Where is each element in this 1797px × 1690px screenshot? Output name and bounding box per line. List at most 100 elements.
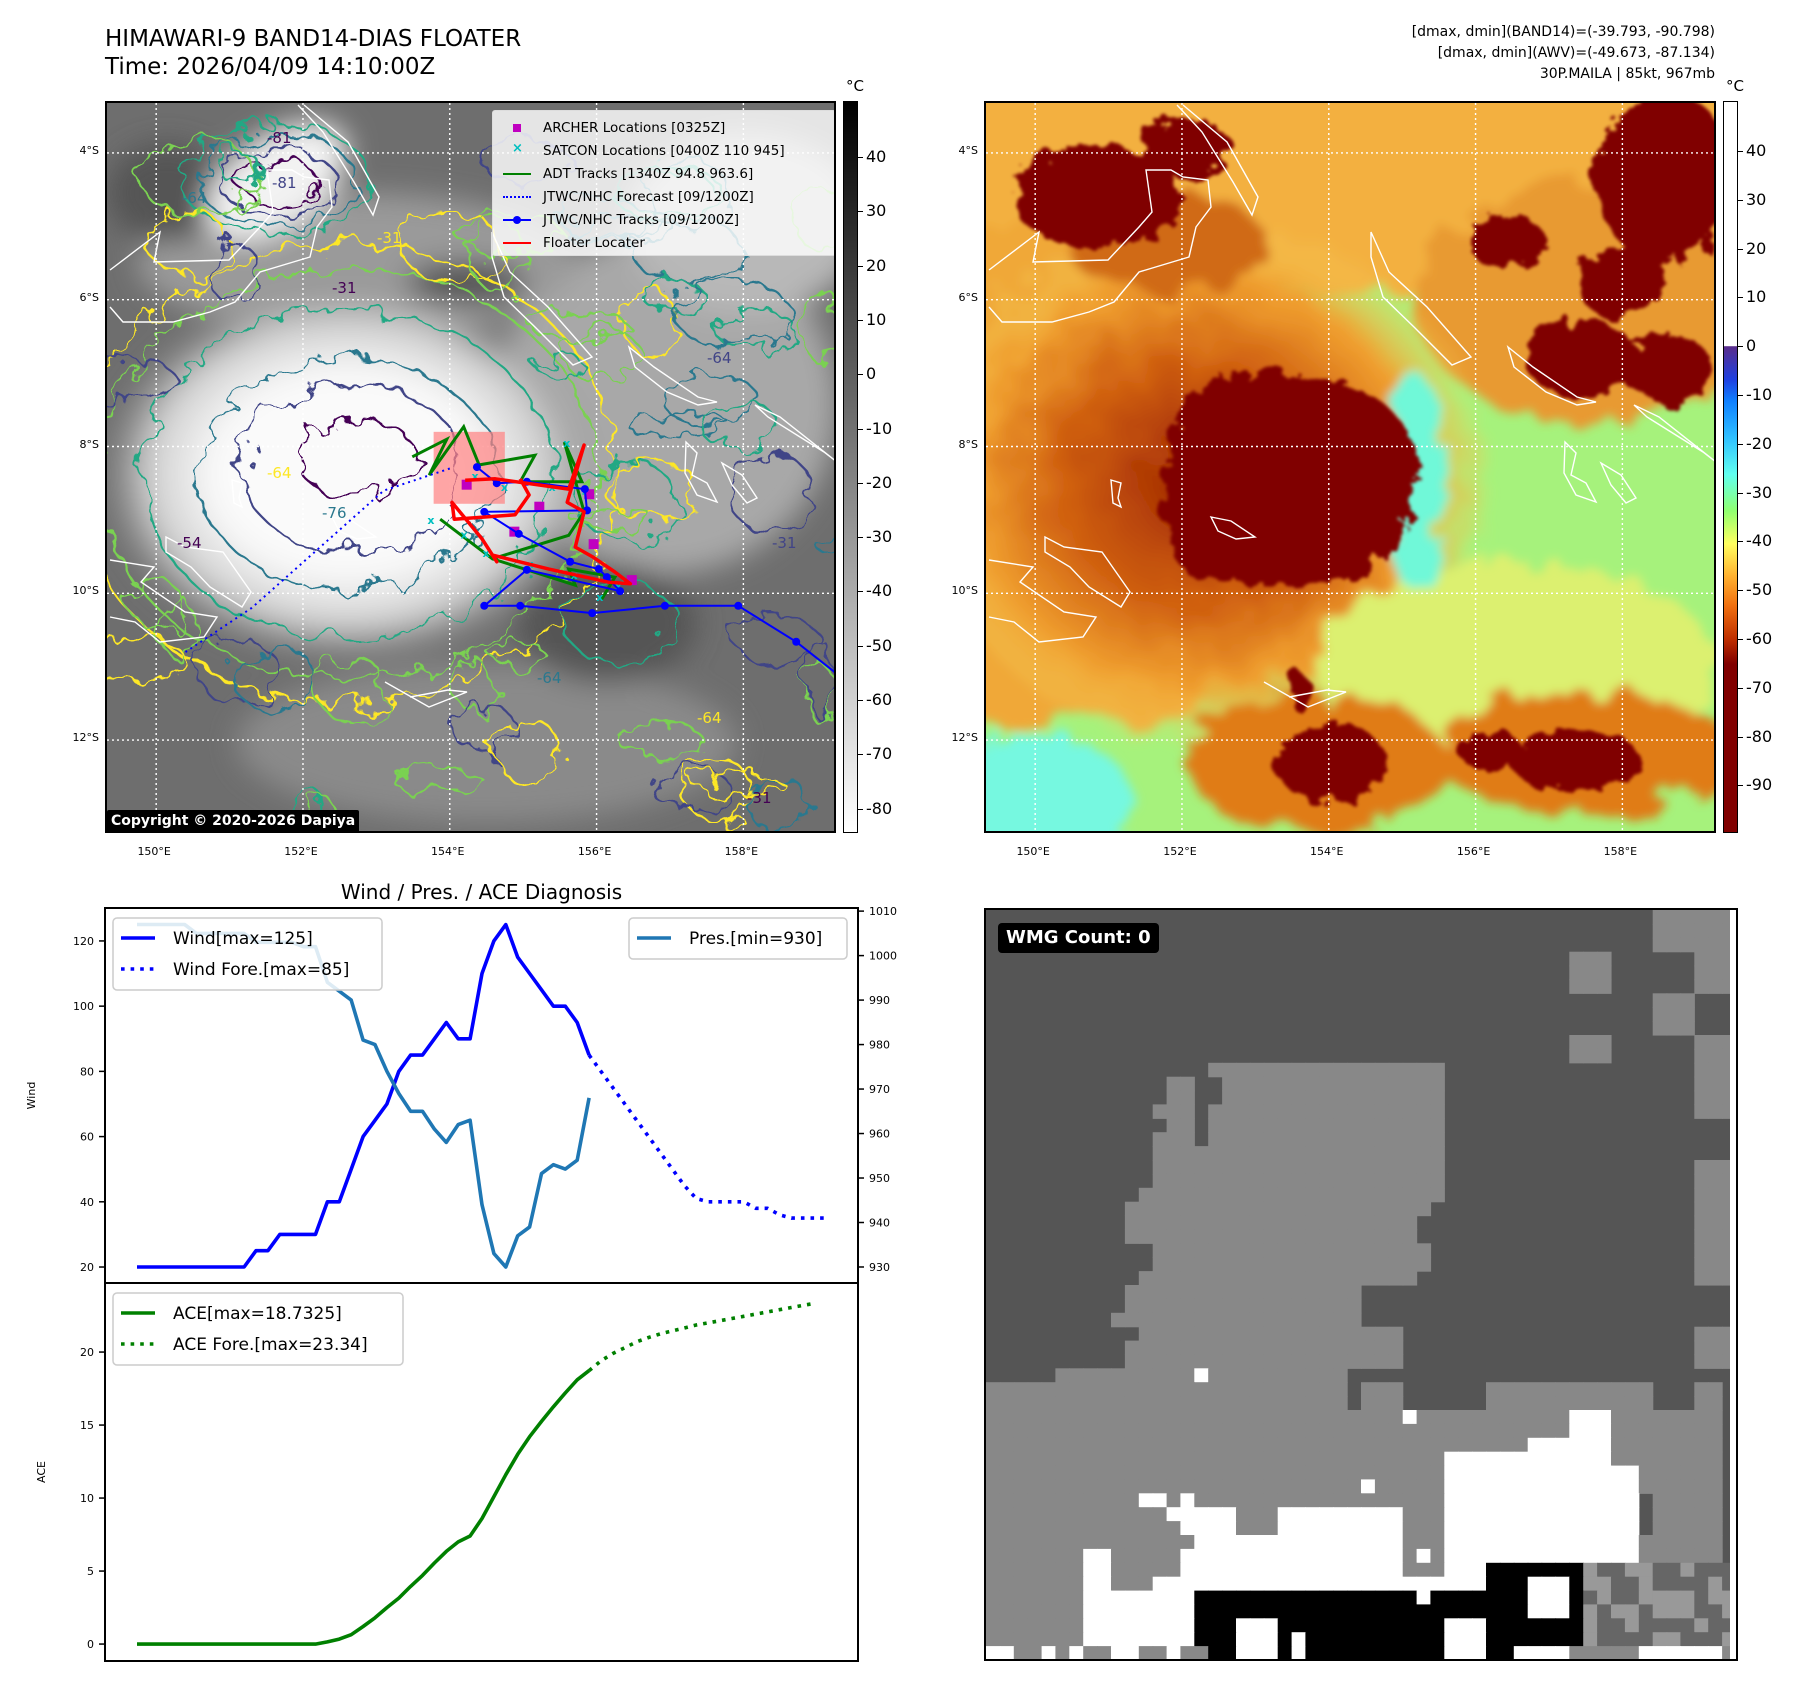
wmg-cell: [1305, 1257, 1320, 1272]
wmg-cell: [1222, 1340, 1237, 1356]
wmg-cell: [1499, 1396, 1515, 1411]
wmg-cell: [1486, 1576, 1501, 1592]
wmg-cell: [1291, 1285, 1307, 1300]
wmg-cell: [1236, 1257, 1251, 1272]
wmg-cell: [1138, 1285, 1154, 1300]
wmg-cell: [1374, 1423, 1390, 1439]
wmg-cell: [1194, 1187, 1209, 1203]
legend-label: Pres.[min=930]: [689, 929, 822, 949]
wmg-cell: [1208, 1062, 1223, 1078]
wmg-cell: [1597, 1576, 1612, 1592]
wmg-cell: [1388, 1410, 1404, 1425]
wmg-cell: [1361, 1493, 1376, 1508]
wmg-cell: [1374, 1604, 1390, 1619]
wmg-cell: [1305, 1062, 1320, 1078]
wmg-cell: [999, 1423, 1015, 1439]
wmg-cell: [1347, 1423, 1362, 1439]
wmg-cell: [1388, 1590, 1404, 1606]
wmg-cell: [1374, 1535, 1390, 1550]
wmg-cell: [1124, 1493, 1140, 1508]
wmg-cell: [1319, 1451, 1334, 1467]
wmg-cell: [1472, 1632, 1487, 1647]
wmg-cell: [1347, 1090, 1362, 1106]
wmg-cell: [1583, 1382, 1598, 1397]
wmg-cell: [1097, 1521, 1112, 1536]
wmg-cell: [1374, 1479, 1390, 1494]
wmg-cell: [1222, 1507, 1237, 1522]
wmg-cell: [1111, 1465, 1126, 1481]
wmg-cell: [1208, 1173, 1223, 1189]
wmg-cell: [1027, 1646, 1043, 1659]
wmg-cell: [1041, 1410, 1057, 1425]
wmg-cell: [1208, 1298, 1223, 1314]
wmg-cell: [986, 1576, 1001, 1592]
wmg-cell: [1222, 1354, 1237, 1369]
wmg-cell: [1374, 1271, 1390, 1286]
wmg-cell: [999, 1521, 1015, 1536]
wmg-cell: [1597, 1382, 1612, 1397]
wmg-cell: [1027, 1618, 1043, 1633]
wmg-cell: [1013, 1451, 1029, 1467]
wmg-cell: [1583, 1632, 1598, 1647]
wmg-cell: [1624, 1479, 1640, 1494]
jtwc-track-point: [602, 573, 611, 582]
wmg-cell: [1263, 1437, 1279, 1453]
wmg-cell: [1694, 951, 1709, 967]
wmg-cell: [1083, 1562, 1098, 1578]
y-tick-label: 100: [73, 1000, 94, 1013]
wmg-cell: [1291, 1437, 1307, 1453]
wmg-cell: [1208, 1104, 1223, 1119]
contour: [530, 311, 629, 342]
gridlines: [986, 103, 1714, 831]
wmg-cell: [1513, 1507, 1529, 1522]
wmg-cell: [1694, 937, 1709, 953]
wmg-cell: [1513, 1535, 1529, 1550]
wmg-cell: [1333, 1104, 1348, 1119]
wmg-cell: [1388, 1243, 1404, 1258]
wmg-cell: [1527, 1548, 1543, 1564]
wmg-cell: [1597, 965, 1612, 981]
wmg-cell: [1333, 1118, 1348, 1133]
wmg-cell: [1361, 1215, 1376, 1231]
ir-grayscale-map[interactable]: -81 -81 -64 -31 -31 -64 -76 -64 -54 -31 -64 -64 -31 …: [105, 101, 836, 833]
wmg-cell: [1249, 1271, 1265, 1286]
diagnosis-charts: Wind / Pres. / ACE Diagnosis204060801001…: [25, 880, 897, 1662]
wmg-cell: [1222, 1118, 1237, 1133]
wmg-cell: [1222, 1382, 1237, 1397]
wmg-cell: [1430, 1451, 1445, 1467]
colorbar-tick-label: -70: [866, 744, 893, 764]
wmg-cell: [1222, 1298, 1237, 1314]
wmg-cell: [1277, 1368, 1293, 1383]
wmg-cell: [1236, 1146, 1251, 1161]
wmg-cell: [1680, 1423, 1695, 1439]
wmg-cell: [1444, 1535, 1459, 1550]
wmg-cell: [1166, 1646, 1182, 1659]
coastline: [720, 461, 759, 504]
wmg-cell: [1166, 1632, 1182, 1647]
wmg-panel[interactable]: [984, 908, 1738, 1661]
wmg-cell: [1305, 1076, 1320, 1092]
wmg-cell: [1652, 1410, 1668, 1425]
wmg-count-badge: WMG Count: 0: [998, 923, 1159, 953]
wmg-cell: [1249, 1562, 1265, 1578]
wmg-cell: [1652, 1618, 1668, 1633]
jtwc-track-point: [660, 601, 669, 610]
ir-color-map[interactable]: [984, 101, 1716, 833]
lon-label-right: 150°E: [1016, 845, 1050, 858]
wmg-cell: [1555, 1535, 1570, 1550]
legend-swatch-x-icon: ×: [512, 140, 523, 156]
wmg-cell: [1236, 1285, 1251, 1300]
wmg-cell: [1263, 1118, 1279, 1133]
wmg-cell: [1194, 1521, 1209, 1536]
wmg-cell: [1402, 1173, 1418, 1189]
wmg-cell: [1041, 1479, 1057, 1494]
wmg-cell: [1249, 1132, 1265, 1147]
contour: [691, 772, 785, 795]
wmg-cell: [1555, 1521, 1570, 1536]
wmg-cell: [1069, 1368, 1084, 1383]
contour: [661, 375, 761, 426]
wmg-cell: [1097, 1423, 1112, 1439]
wmg-cell: [1652, 1590, 1668, 1606]
wmg-cell: [1111, 1451, 1126, 1467]
wmg-cell: [1291, 1326, 1307, 1342]
